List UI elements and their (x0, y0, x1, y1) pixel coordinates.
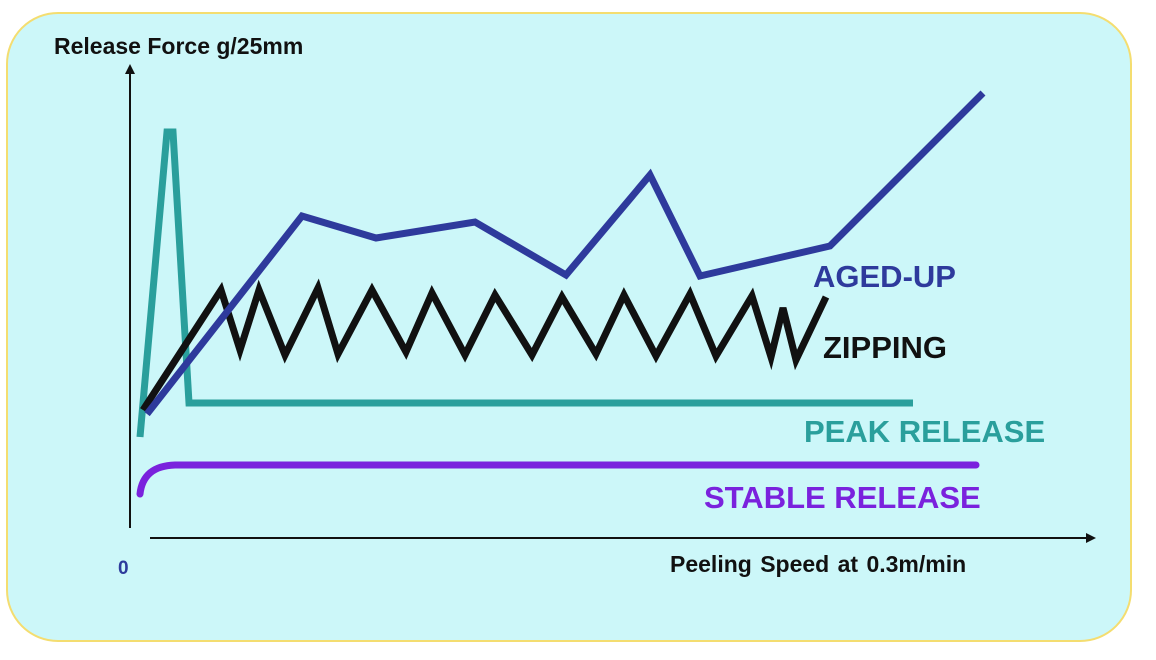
peak-release-label: PEAK RELEASE (804, 414, 1046, 449)
origin-label: 0 (118, 558, 129, 579)
y-axis-title: Release Force g/25mm (54, 33, 304, 59)
peak-release-curve (136, 128, 913, 438)
aged-up-curve (144, 90, 986, 417)
stable-release-label: STABLE RELEASE (704, 480, 981, 515)
stable-release-curve (136, 461, 980, 498)
zipping-curve (140, 278, 830, 412)
aged-up-label: AGED-UP (813, 259, 956, 294)
x-axis-title: Peeling Speed at 0.3m/min (670, 551, 967, 577)
zipping-label: ZIPPING (823, 330, 948, 365)
